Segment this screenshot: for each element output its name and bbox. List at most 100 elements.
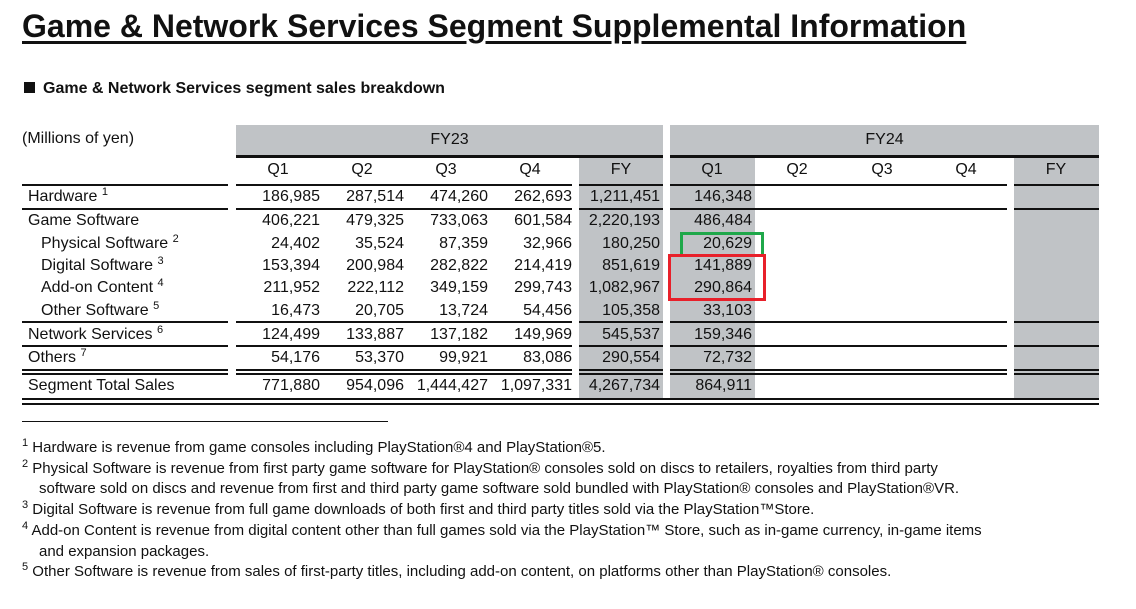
footnote-number: 5 [22, 561, 29, 574]
table-cell: 954,096 [346, 377, 404, 394]
table-cell: 146,348 [694, 188, 752, 205]
fy23-header: FY23 [236, 125, 663, 155]
footnote-number: 2 [22, 457, 29, 470]
rule-line [579, 184, 663, 186]
column-header-fy: FY [610, 161, 632, 178]
rule-line [22, 369, 228, 371]
rule-line [670, 155, 1099, 158]
table-cell: 222,112 [347, 279, 404, 296]
table-cell: 211,952 [263, 279, 320, 296]
table-cell: 545,537 [602, 326, 660, 343]
table-cell: 851,619 [602, 257, 660, 274]
section-heading-text: Game & Network Services segment sales br… [43, 80, 445, 97]
rule-line [579, 369, 663, 371]
rule-line [579, 208, 663, 210]
table-cell: 262,693 [514, 188, 572, 205]
table-cell: 53,370 [355, 349, 404, 366]
row-label-text: Others [28, 349, 77, 366]
fy24-q1-column-shade [670, 155, 755, 399]
fy24-header: FY24 [670, 125, 1099, 155]
table-cell: 474,260 [430, 188, 488, 205]
square-bullet-icon [24, 82, 35, 93]
row-label-text: Digital Software [41, 257, 154, 274]
table-cell: 33,103 [703, 302, 752, 319]
rule-line [1014, 369, 1099, 371]
table-cell: 406,221 [262, 212, 320, 229]
rule-line [579, 345, 663, 347]
column-header-q4: Q4 [955, 161, 977, 178]
table-cell: 1,082,967 [588, 279, 660, 296]
footnote-number: 4 [22, 519, 29, 532]
page-title: Game & Network Services Segment Suppleme… [22, 8, 967, 44]
table-cell: 1,097,331 [500, 377, 572, 394]
table-cell: 282,822 [430, 257, 488, 274]
footnote-ref: 4 [157, 277, 164, 289]
unit-label: (Millions of yen) [22, 130, 135, 147]
fy23-fy-column-shade [579, 155, 663, 399]
rule-line [22, 208, 228, 210]
rule-line [22, 184, 228, 186]
row-label-text: Network Services [28, 326, 153, 343]
rule-line [236, 345, 572, 347]
row-label: Add-on Content 4 [41, 278, 164, 298]
column-header-q4: Q4 [519, 161, 541, 178]
footnote-text: Other Software is revenue from sales of … [32, 563, 892, 581]
table-cell: 771,880 [262, 377, 320, 394]
table-cell: 133,887 [346, 326, 404, 343]
row-label: Segment Total Sales [28, 376, 174, 396]
column-header-q2: Q2 [786, 161, 808, 178]
rule-line [1014, 345, 1099, 347]
row-label: Hardware 1 [28, 187, 108, 207]
row-label: Network Services 6 [28, 325, 163, 345]
table-cell: 20,629 [703, 235, 752, 252]
footnote-line: 5 Other Software is revenue from sales o… [22, 562, 891, 582]
table-cell: 479,325 [346, 212, 404, 229]
table-cell: 105,358 [602, 302, 660, 319]
column-header-q2: Q2 [351, 161, 373, 178]
row-label: Others 7 [28, 348, 87, 368]
row-label-text: Game Software [28, 212, 140, 229]
footnote-text: and expansion packages. [39, 542, 210, 560]
footnote-text: Hardware is revenue from game consoles i… [32, 439, 606, 456]
table-cell: 1,211,451 [590, 188, 660, 205]
table-cell: 349,159 [430, 279, 488, 296]
table-cell: 124,499 [262, 326, 320, 343]
footnote-ref: 7 [80, 347, 87, 359]
rule-line [670, 345, 1007, 347]
table-cell: 83,086 [523, 349, 572, 366]
table-cell: 186,985 [262, 188, 320, 205]
table-cell: 54,456 [523, 302, 572, 319]
fy24-fy-column-shade [1014, 155, 1099, 399]
table-cell: 149,969 [514, 326, 572, 343]
table-cell: 54,176 [271, 349, 320, 366]
footnote-text: software sold on discs and revenue from … [39, 480, 960, 498]
rule-line [670, 321, 1007, 323]
section-heading: Game & Network Services segment sales br… [24, 80, 445, 98]
column-header-fy: FY [1045, 161, 1067, 178]
rule-line [670, 369, 1007, 371]
table-cell: 153,394 [262, 257, 320, 274]
table-cell: 87,359 [439, 235, 488, 252]
footnote-text: Add-on Content is revenue from digital c… [31, 521, 982, 539]
footnote-line: 4 Add-on Content is revenue from digital… [22, 519, 982, 541]
rule-line [670, 208, 1007, 210]
row-label-text: Segment Total Sales [28, 377, 175, 394]
rule-line [22, 321, 228, 323]
table-cell: 214,419 [514, 257, 572, 274]
rule-line [236, 184, 572, 186]
column-header-q3: Q3 [435, 161, 457, 178]
footnote-line: and expansion packages. [39, 542, 209, 562]
table-cell: 733,063 [430, 212, 488, 229]
table-cell: 864,911 [695, 377, 752, 394]
footnote-ref: 6 [156, 324, 164, 336]
table-cell: 486,484 [694, 212, 752, 229]
rule-line [236, 321, 572, 323]
row-label-text: Other Software [41, 302, 149, 319]
rule-line [22, 345, 228, 347]
footnote-ref: 2 [172, 233, 179, 245]
row-label: Digital Software 3 [41, 256, 164, 276]
footnote-text: Digital Software is revenue from full ga… [32, 501, 815, 519]
footnote-ref: 1 [101, 186, 108, 198]
table-cell: 99,921 [439, 349, 488, 366]
red-highlight-box [668, 254, 766, 301]
